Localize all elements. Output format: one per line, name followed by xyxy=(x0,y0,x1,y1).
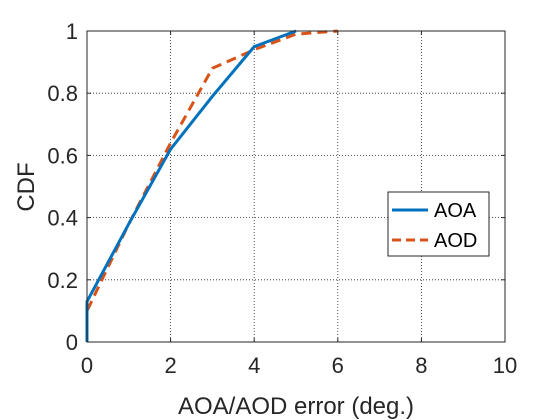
y-tick-label: 0.2 xyxy=(47,268,78,293)
x-tick-label: 10 xyxy=(493,353,517,378)
legend-box xyxy=(387,191,490,257)
legend: AOA AOD xyxy=(387,191,490,257)
y-tick-label: 0 xyxy=(66,330,78,355)
x-axis-label: AOA/AOD error (deg.) xyxy=(178,393,414,420)
tick-label-layer: 0 2 4 6 8 10 0 0.2 0.4 0.6 0.8 1 xyxy=(47,19,517,378)
x-tick-label: 6 xyxy=(332,353,344,378)
legend-label-aoa: AOA xyxy=(434,200,477,222)
y-tick-label: 0.8 xyxy=(47,81,78,106)
x-tick-label: 8 xyxy=(415,353,427,378)
legend-label-aod: AOD xyxy=(434,230,477,252)
x-tick-label: 0 xyxy=(81,353,93,378)
y-tick-label: 1 xyxy=(66,19,78,44)
y-tick-label: 0.4 xyxy=(47,206,78,231)
tick-layer xyxy=(86,30,506,343)
plot-frame xyxy=(86,30,506,343)
x-tick-label: 4 xyxy=(248,353,260,378)
series-line-aod xyxy=(85,29,338,342)
y-axis-label: CDF xyxy=(13,162,40,211)
y-tick-label: 0.6 xyxy=(47,143,78,168)
x-tick-label: 2 xyxy=(164,353,176,378)
plot-area xyxy=(87,31,505,342)
